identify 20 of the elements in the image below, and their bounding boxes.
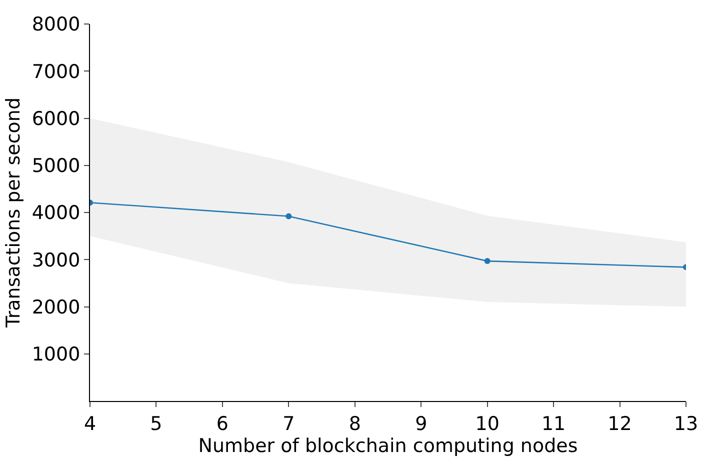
- y-tick-label: 6000: [32, 108, 80, 130]
- y-tick-label: 5000: [32, 155, 80, 178]
- x-tick-label: 10: [475, 412, 500, 435]
- x-tick-label: 12: [608, 412, 632, 435]
- y-tick-label: 8000: [32, 14, 80, 36]
- x-tick-label: 13: [674, 412, 698, 435]
- y-tick-label: 2000: [32, 296, 80, 318]
- x-tick-label: 5: [150, 412, 162, 435]
- x-axis-title: Number of blockchain computing nodes: [198, 434, 578, 457]
- x-tick-label: 6: [216, 412, 228, 435]
- x-tick-label: 4: [84, 412, 96, 435]
- y-axis-title: Transactions per second: [2, 98, 25, 328]
- x-tick-label: 9: [415, 412, 428, 435]
- x-tick-label: 11: [541, 412, 566, 435]
- x-tick-label: 7: [282, 412, 295, 435]
- y-tick-label: 3000: [32, 249, 80, 272]
- y-tick-label: 1000: [32, 344, 80, 366]
- x-tick-label: 8: [348, 412, 361, 435]
- y-tick-label: 7000: [32, 60, 80, 83]
- y-tick-label: 4000: [32, 202, 80, 224]
